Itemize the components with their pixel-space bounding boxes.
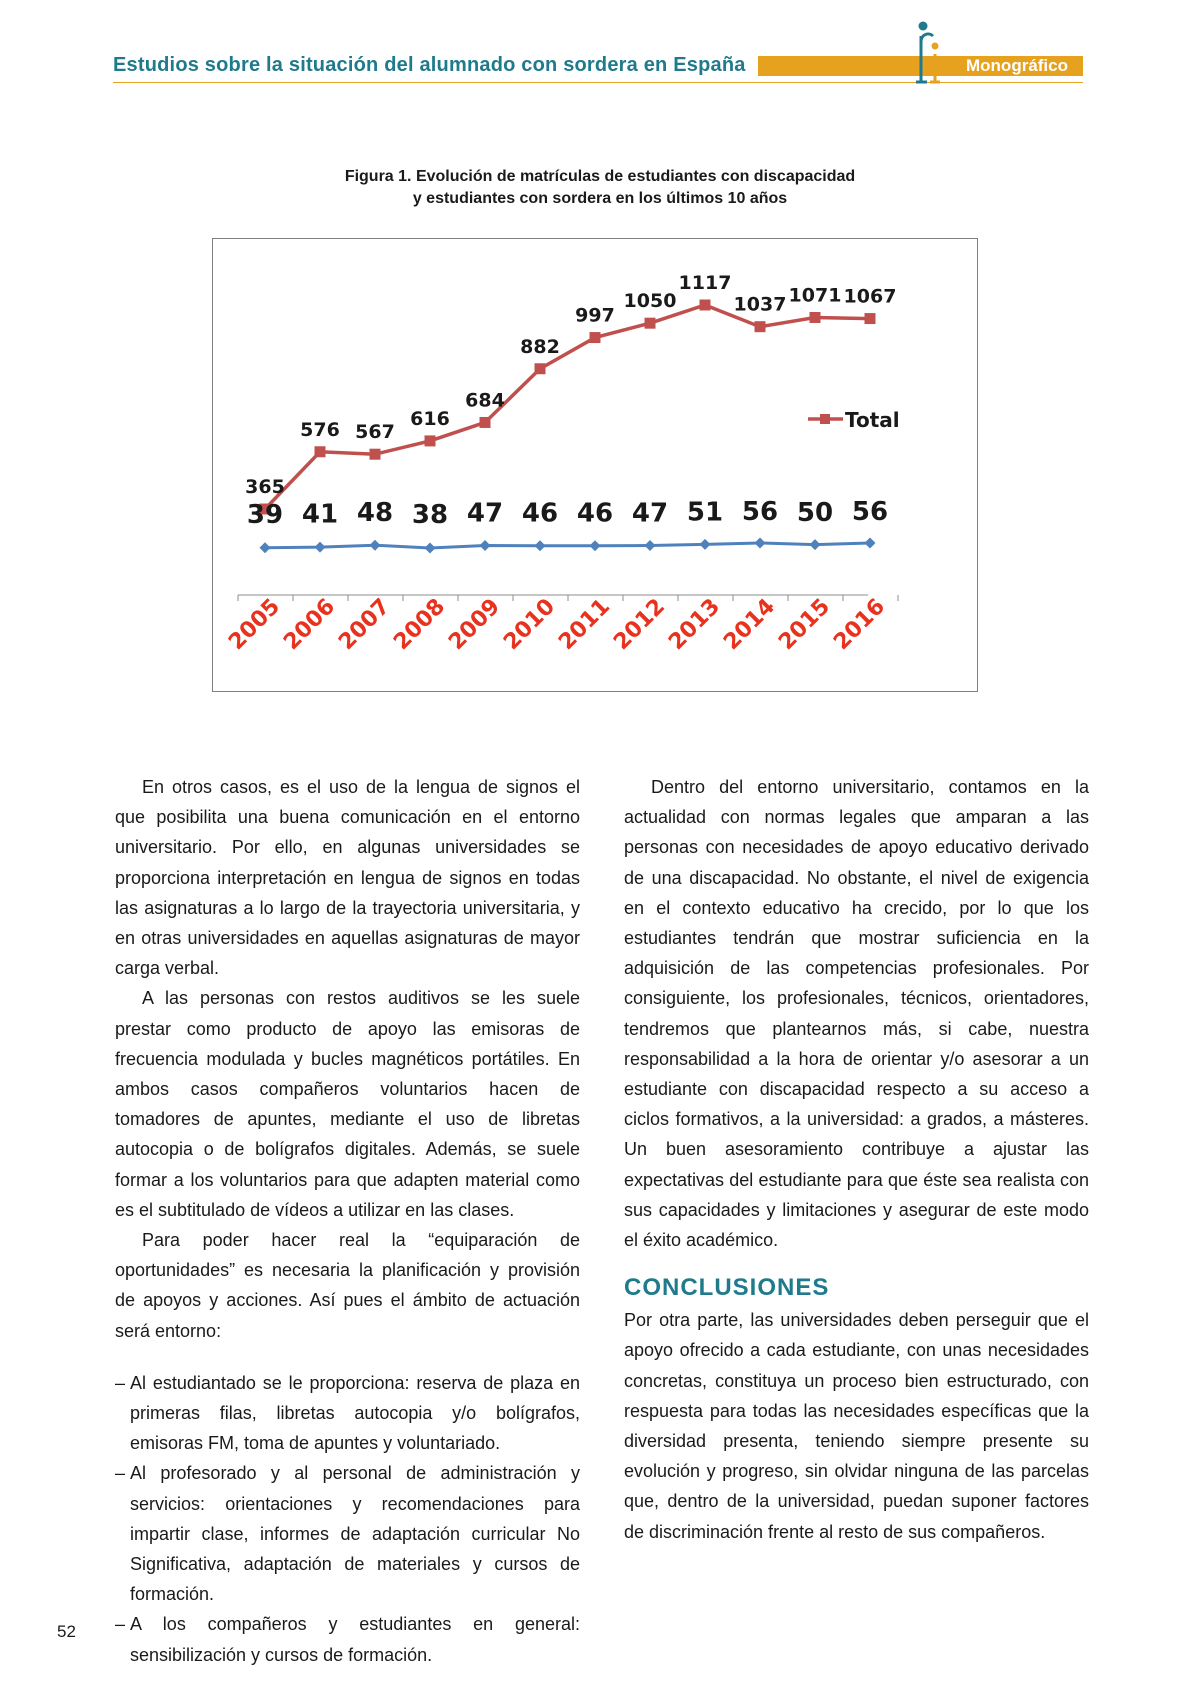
x-tick-label: 2005 <box>224 594 285 655</box>
paragraph: Dentro del entorno universitario, contam… <box>624 777 1089 1251</box>
deaf-series-marker <box>644 540 656 551</box>
deaf-data-label: 51 <box>687 498 723 528</box>
total-series-marker <box>644 317 656 329</box>
total-series-marker <box>314 446 326 458</box>
total-data-label: 616 <box>410 408 450 430</box>
support-list: Al estudiantado se le proporciona: reser… <box>115 1368 580 1670</box>
page-header: Estudios sobre la situación del alumnado… <box>113 21 1083 96</box>
list-item: Al estudiantado se le proporciona: reser… <box>115 1368 580 1459</box>
paragraph: En otros casos, es el uso de la lengua d… <box>115 777 580 979</box>
x-tick-label: 2012 <box>609 594 670 655</box>
x-tick-label: 2010 <box>499 594 560 655</box>
total-series-marker <box>699 299 711 311</box>
deaf-data-label: 48 <box>357 498 393 528</box>
section-heading: CONCLUSIONES <box>624 1274 830 1302</box>
total-data-label: 365 <box>245 476 285 498</box>
deaf-series-marker <box>864 537 876 549</box>
total-data-label: 997 <box>575 305 615 327</box>
left-column: En otros casos, es el uso de la lengua d… <box>115 772 580 1670</box>
figure-caption-line1: Figura 1. Evolución de matrículas de est… <box>344 168 856 185</box>
deaf-series-marker <box>314 541 326 553</box>
deaf-series-marker <box>259 542 271 554</box>
total-data-label: 1067 <box>844 286 897 308</box>
paragraph: Por otra parte, las universidades deben … <box>624 1310 1089 1542</box>
total-data-label: 882 <box>520 336 560 358</box>
total-data-label: 1117 <box>679 272 732 294</box>
chart-frame: 365 576 567 616 684 882 997 1050 1117 1037 1071 106… <box>212 238 978 692</box>
total-series-marker <box>754 321 766 333</box>
list-item: A los compañeros y estudiantes en genera… <box>115 1609 580 1669</box>
deaf-series-marker <box>589 540 601 552</box>
figure-caption: Figura 1. Evolución de matrículas de est… <box>200 166 1000 210</box>
total-data-label: 1071 <box>789 284 842 306</box>
total-series-marker <box>809 311 821 323</box>
deaf-data-label: 46 <box>577 499 613 529</box>
deaf-data-label: 41 <box>302 499 338 529</box>
x-tick-label: 2013 <box>664 594 725 655</box>
total-series-marker <box>259 503 271 515</box>
total-series-marker <box>864 313 876 325</box>
total-data-label: 684 <box>465 389 505 411</box>
legend-label: Total <box>845 408 900 432</box>
total-series-marker <box>369 448 381 460</box>
figure-caption-line2: y estudiantes con sordera en los últimos… <box>412 190 788 207</box>
x-tick-label: 2014 <box>719 594 780 655</box>
deaf-data-label: 56 <box>852 497 888 527</box>
deaf-series-marker <box>534 540 546 552</box>
deaf-series-marker <box>754 537 766 549</box>
deaf-series-line <box>264 541 871 550</box>
x-tick-label: 2007 <box>334 594 395 655</box>
deaf-data-label: 38 <box>412 500 448 530</box>
x-tick-label: 2015 <box>774 594 835 655</box>
deaf-data-label: 56 <box>742 497 778 527</box>
total-series-marker <box>479 416 491 428</box>
x-tick-label: 2006 <box>279 594 340 655</box>
legend-marker <box>820 414 830 424</box>
right-column: Dentro del entorno universitario, contam… <box>624 772 1089 1547</box>
total-data-label: 1037 <box>734 294 787 316</box>
total-data-label: 1050 <box>624 290 677 312</box>
journal-logo-icon <box>916 21 940 84</box>
total-data-label: 576 <box>300 419 340 441</box>
list-item: Al profesorado y al personal de administ… <box>115 1458 580 1609</box>
total-series-marker <box>424 435 436 447</box>
x-tick-label: 2016 <box>829 594 890 655</box>
deaf-series-marker <box>699 538 711 550</box>
deaf-series-marker <box>809 539 821 551</box>
running-title: Estudios sobre la situación del alumnado… <box>113 54 746 76</box>
total-series-line <box>263 303 871 511</box>
deaf-data-label: 50 <box>797 498 833 528</box>
x-tick-label: 2009 <box>444 594 505 655</box>
x-tick-label: 2008 <box>389 594 450 655</box>
deaf-data-label: 47 <box>632 498 668 528</box>
total-series-marker <box>534 363 546 375</box>
header-rule <box>113 82 1083 83</box>
deaf-series-marker <box>424 542 436 554</box>
paragraph: A las personas con restos auditivos se l… <box>115 988 580 1220</box>
x-tick-label: 2011 <box>554 594 615 655</box>
deaf-data-label: 39 <box>247 500 283 530</box>
section-label: Monográfico <box>966 56 1068 75</box>
paragraph: Para poder hacer real la “equiparación d… <box>115 1230 580 1341</box>
total-data-label: 567 <box>355 421 395 443</box>
deaf-data-label: 46 <box>522 499 558 529</box>
deaf-data-label: 47 <box>467 498 503 528</box>
total-series-marker <box>589 332 601 344</box>
deaf-series-marker <box>369 539 381 551</box>
deaf-series-marker <box>479 540 491 551</box>
page-number: 52 <box>57 1622 76 1641</box>
